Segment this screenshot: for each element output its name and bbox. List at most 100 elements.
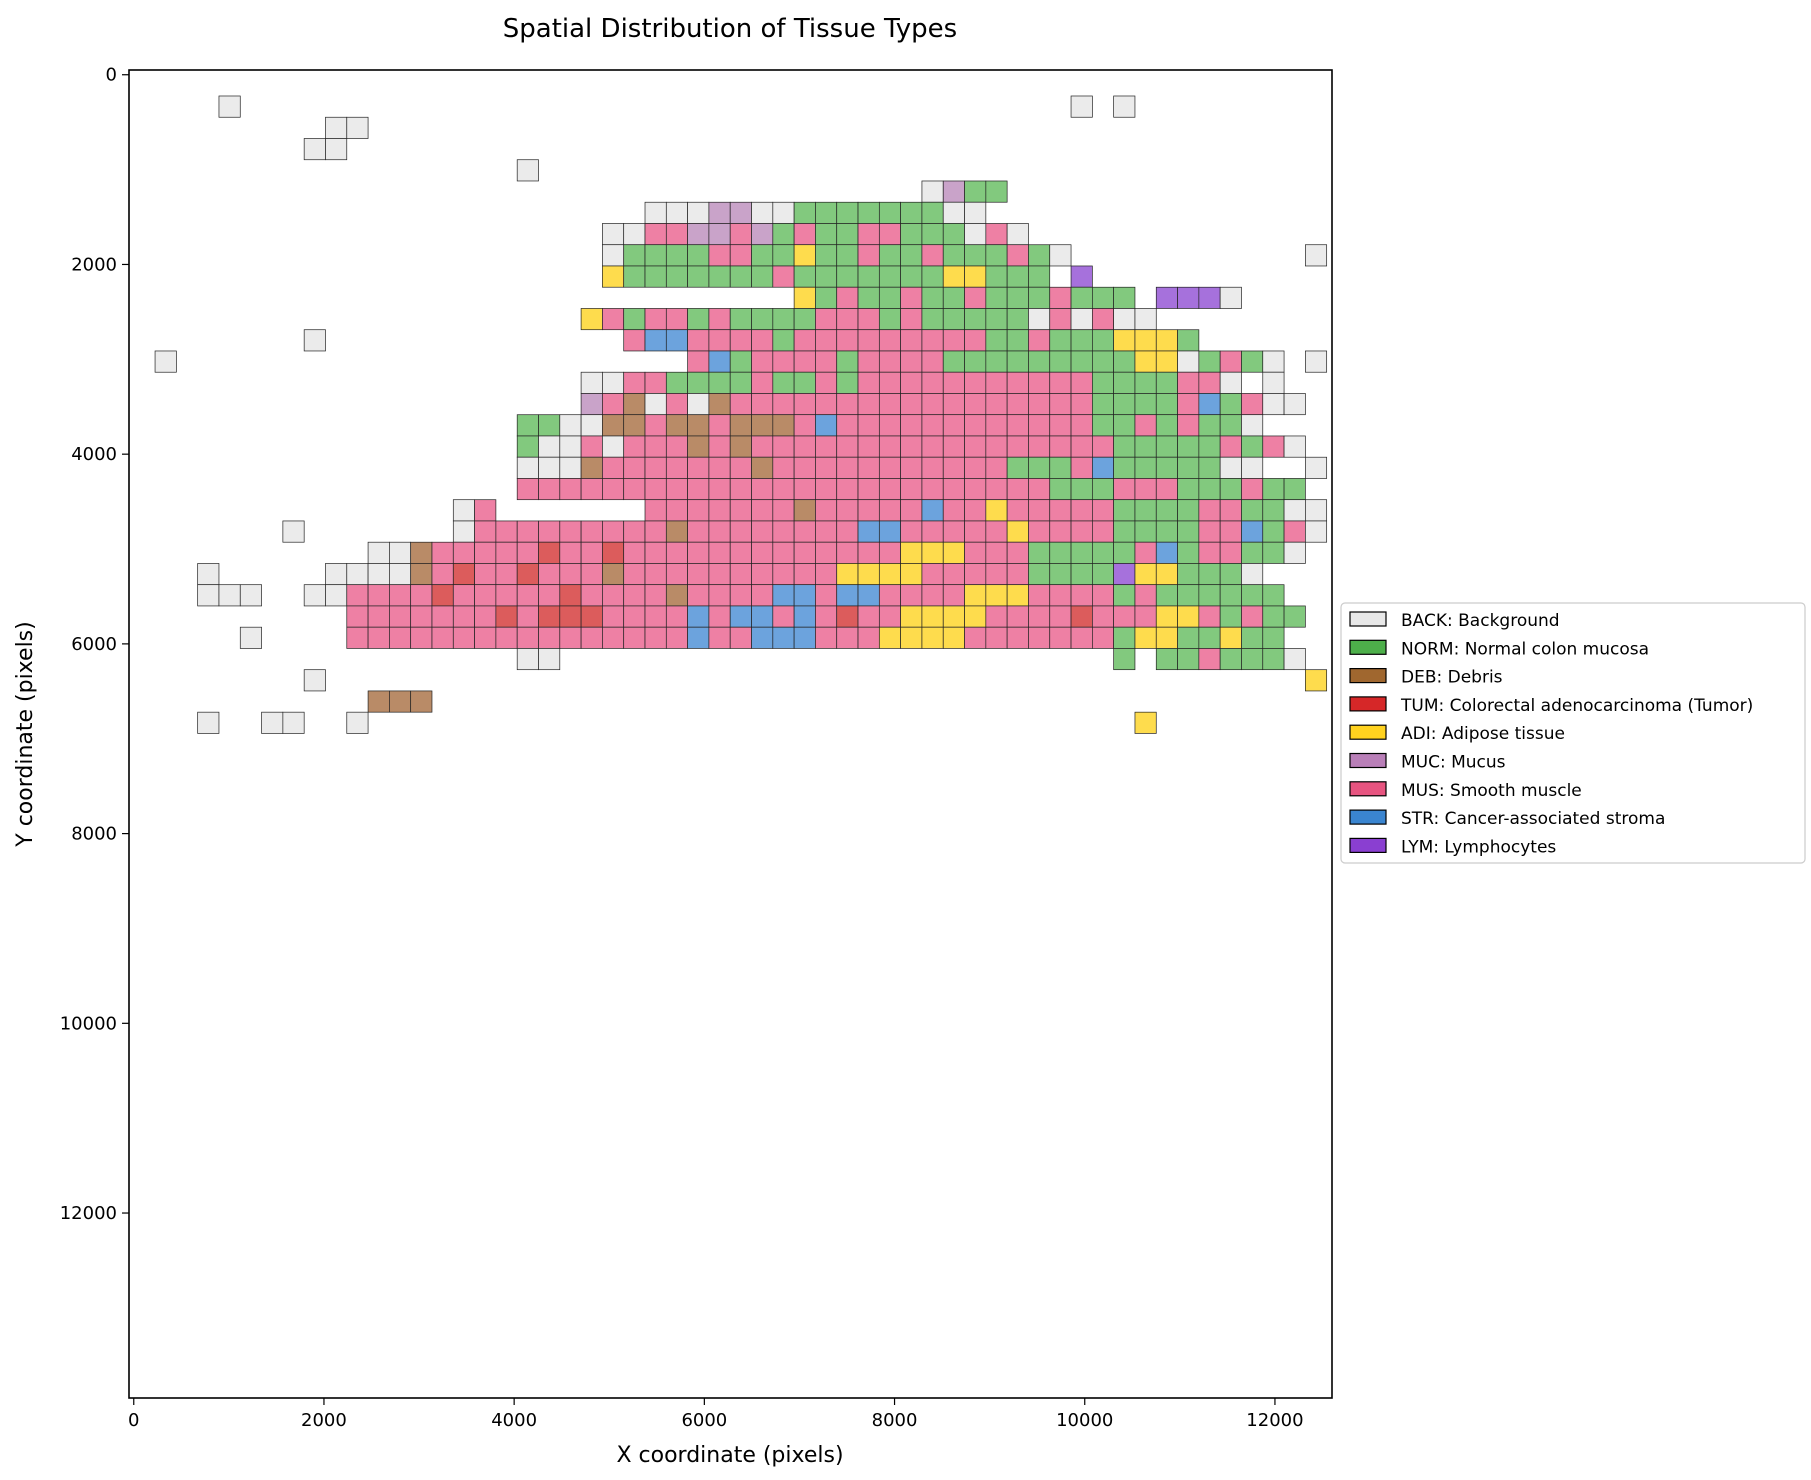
tile-mus — [857, 478, 880, 501]
tile-mus — [1070, 626, 1093, 649]
tile-norm — [900, 244, 923, 267]
tile-mus — [623, 541, 646, 564]
tile-norm — [1155, 584, 1178, 607]
tile-mus — [772, 520, 795, 543]
tile-norm — [665, 244, 688, 267]
tile-mus — [1091, 499, 1114, 522]
tile-norm — [1091, 541, 1114, 564]
tile-muc — [942, 180, 965, 203]
tile-mus — [729, 626, 752, 649]
tile-mus — [346, 584, 369, 607]
legend-label-muc: MUC: Mucus — [1401, 753, 1506, 773]
tile-mus — [793, 520, 816, 543]
tile-norm — [1283, 478, 1306, 501]
tile-mus — [602, 456, 625, 479]
tile-mus — [1134, 414, 1157, 437]
tile-mus — [836, 478, 859, 501]
tile-back — [1241, 456, 1264, 479]
tile-mus — [623, 520, 646, 543]
tile-mus — [900, 520, 923, 543]
tile-norm — [1070, 541, 1093, 564]
tile-mus — [878, 499, 901, 522]
tile-back — [197, 584, 220, 607]
tile-mus — [836, 626, 859, 649]
tile-str — [772, 626, 795, 649]
tile-mus — [921, 478, 944, 501]
tile-mus — [921, 584, 944, 607]
tile-back — [197, 711, 220, 734]
tile-mus — [602, 520, 625, 543]
tile-mus — [942, 414, 965, 437]
tile-back — [154, 350, 177, 373]
tile-mus — [815, 456, 838, 479]
tile-mus — [900, 286, 923, 309]
tile-mus — [559, 541, 582, 564]
tile-mus — [942, 563, 965, 586]
tile-norm — [1198, 478, 1221, 501]
tile-adi — [964, 584, 987, 607]
tile-mus — [921, 350, 944, 373]
tile-back — [538, 456, 561, 479]
tile-mus — [346, 605, 369, 628]
tile-deb — [751, 414, 774, 437]
tile-mus — [665, 223, 688, 246]
tile-back — [751, 201, 774, 224]
tile-mus — [580, 478, 603, 501]
tile-deb — [580, 456, 603, 479]
tile-mus — [857, 626, 880, 649]
legend-label-adi: ADI: Adipose tissue — [1401, 724, 1565, 744]
tile-mus — [452, 605, 475, 628]
tile-mus — [985, 371, 1008, 394]
tile-mus — [1028, 499, 1051, 522]
tile-mus — [1070, 414, 1093, 437]
tile-mus — [878, 223, 901, 246]
tile-mus — [516, 478, 539, 501]
tile-mus — [878, 435, 901, 458]
tile-mus — [964, 435, 987, 458]
tile-mus — [665, 478, 688, 501]
tile-norm — [1262, 626, 1285, 649]
tile-mus — [708, 244, 731, 267]
tile-norm — [857, 265, 880, 288]
tile-mus — [708, 308, 731, 331]
legend-frame — [1340, 602, 1806, 864]
tile-mus — [985, 456, 1008, 479]
tile-mus — [751, 371, 774, 394]
legend-swatch-adi — [1349, 724, 1387, 740]
tile-deb — [623, 393, 646, 416]
tile-adi — [921, 541, 944, 564]
tile-tum — [836, 605, 859, 628]
tile-deb — [772, 414, 795, 437]
tile-back — [1049, 244, 1072, 267]
tile-tum — [431, 584, 454, 607]
tile-back — [559, 414, 582, 437]
tile-tum — [495, 605, 518, 628]
tile-mus — [772, 478, 795, 501]
tile-mus — [985, 478, 1008, 501]
tile-mus — [985, 414, 1008, 437]
tile-mus — [942, 456, 965, 479]
tile-adi — [580, 308, 603, 331]
tile-norm — [729, 371, 752, 394]
tile-mus — [602, 626, 625, 649]
tile-adi — [900, 541, 923, 564]
tile-norm — [1155, 520, 1178, 543]
tile-back — [602, 371, 625, 394]
tile-back — [772, 201, 795, 224]
tile-norm — [1091, 478, 1114, 501]
tile-norm — [1070, 286, 1093, 309]
tile-mus — [665, 626, 688, 649]
tile-mus — [602, 393, 625, 416]
tile-norm — [793, 265, 816, 288]
tile-back — [197, 563, 220, 586]
tile-mus — [964, 329, 987, 352]
tile-muc — [708, 223, 731, 246]
tile-mus — [964, 286, 987, 309]
tile-mus — [410, 605, 433, 628]
tile-back — [452, 499, 475, 522]
tile-mus — [644, 456, 667, 479]
tile-deb — [665, 520, 688, 543]
tile-back — [1305, 520, 1328, 543]
tile-norm — [1113, 499, 1136, 522]
tile-mus — [687, 584, 710, 607]
